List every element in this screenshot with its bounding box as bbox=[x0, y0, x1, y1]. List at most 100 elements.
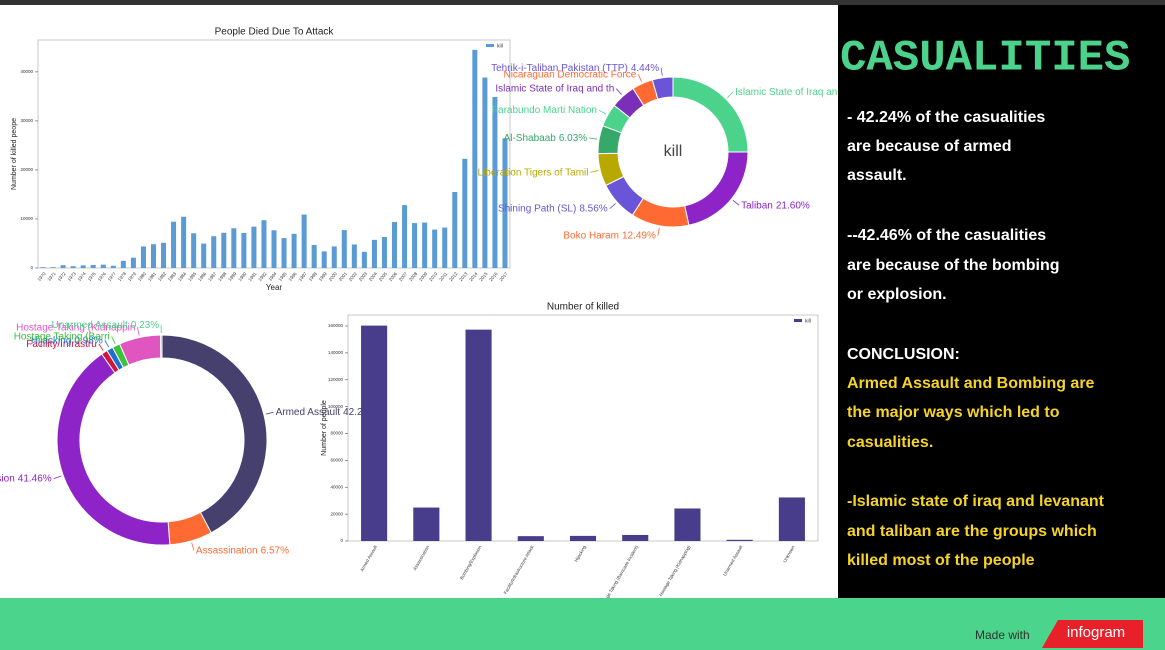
bar bbox=[241, 232, 247, 268]
center-label: kill bbox=[664, 143, 683, 160]
x-tick-label: 2003 bbox=[358, 271, 369, 282]
leader-line bbox=[265, 411, 274, 415]
leader-line bbox=[727, 91, 734, 98]
bar bbox=[140, 246, 146, 268]
segment-name: Armed Assault bbox=[276, 407, 341, 418]
panel-line: are because of armed bbox=[847, 138, 1012, 155]
segment-label: Taliban 21.60% bbox=[741, 200, 810, 211]
segment-label: Hostage Taking (Barri bbox=[14, 331, 110, 342]
bar bbox=[221, 232, 227, 268]
leader-line bbox=[615, 88, 622, 95]
bar bbox=[482, 77, 488, 268]
bar bbox=[778, 497, 805, 541]
x-tick-label: 1997 bbox=[298, 271, 309, 282]
segment-name: Hostage Taking (Kidnappin bbox=[16, 322, 135, 333]
x-tick-label: 1982 bbox=[157, 271, 168, 282]
bar bbox=[50, 267, 56, 268]
panel-line: Armed Assault and Bombing are bbox=[847, 375, 1095, 392]
x-tick-label: 1985 bbox=[187, 271, 198, 282]
leader-line bbox=[657, 227, 660, 236]
segment-label: Liberation Tigers of Tamil bbox=[477, 167, 588, 178]
x-tick-label: 2006 bbox=[388, 271, 399, 282]
segment-name: Facility/Infrastru bbox=[26, 339, 97, 350]
segment-value: 6.57% bbox=[261, 545, 289, 556]
x-tick-label: 2012 bbox=[448, 271, 459, 282]
bar bbox=[120, 260, 126, 268]
legend-label: kill bbox=[497, 43, 503, 49]
panel-line: -Islamic state of iraq and levanant bbox=[847, 493, 1105, 510]
bar bbox=[569, 535, 597, 541]
bar bbox=[231, 228, 237, 268]
bar bbox=[351, 244, 357, 268]
bar bbox=[301, 214, 307, 268]
x-tick-label: 2007 bbox=[398, 271, 409, 282]
x-tick-label: 1970 bbox=[36, 271, 47, 282]
donut-segment bbox=[651, 76, 674, 100]
segment-label: Assassination 6.57% bbox=[196, 545, 289, 556]
leader-line bbox=[589, 137, 598, 140]
bar bbox=[517, 536, 544, 541]
bar bbox=[191, 233, 197, 268]
segment-value: 41.46% bbox=[18, 473, 52, 484]
segment-name: Islamic State of Iraq and the Levant (IS… bbox=[735, 87, 920, 98]
bar bbox=[465, 329, 492, 541]
x-tick-label: 1972 bbox=[57, 271, 68, 282]
legend-label: kill bbox=[805, 318, 811, 324]
bar bbox=[442, 227, 448, 268]
y-tick-label: 20000 bbox=[20, 167, 33, 172]
bar bbox=[502, 138, 508, 268]
bar bbox=[462, 158, 468, 268]
bar bbox=[161, 242, 167, 268]
segment-name: Unarmed Assault bbox=[52, 320, 128, 331]
x-tick-label: 1987 bbox=[207, 271, 218, 282]
y-tick-label: 160000 bbox=[328, 323, 344, 328]
conclusion-label: CONCLUSION: bbox=[847, 346, 960, 363]
x-tick-label: 1990 bbox=[237, 271, 248, 282]
leader-line bbox=[598, 109, 607, 115]
y-tick-label: 0 bbox=[340, 538, 343, 543]
x-tick-label: 1995 bbox=[277, 271, 288, 282]
chart-title: Number of killed bbox=[547, 302, 619, 313]
x-tick-label: 1996 bbox=[287, 271, 298, 282]
x-tick-label: 1984 bbox=[177, 271, 188, 282]
segment-label: Facility/Infrastru bbox=[26, 339, 97, 350]
segment-label: Bombing/Explosion41.46% bbox=[0, 473, 52, 484]
bar bbox=[291, 233, 297, 268]
segment-name: Nicaraguan Democratic Force bbox=[503, 69, 636, 80]
bar bbox=[90, 264, 96, 268]
x-tick-label: 2008 bbox=[408, 271, 419, 282]
segment-label: Nicaraguan Democratic Force bbox=[503, 69, 636, 80]
brand: infogram bbox=[1067, 624, 1125, 641]
panel-line: are because of the bombing bbox=[847, 257, 1059, 274]
segment-value: 42.24% bbox=[343, 407, 377, 418]
x-tick-label: 1983 bbox=[167, 271, 178, 282]
x-tick-label: 1992 bbox=[257, 271, 268, 282]
x-tick-label: 1976 bbox=[97, 271, 108, 282]
bar bbox=[100, 264, 106, 268]
segment-name: Liberation Tigers of Tamil bbox=[477, 167, 588, 178]
panel-title: CASUALITIES bbox=[840, 34, 1130, 84]
x-tick-label: 2000 bbox=[328, 271, 339, 282]
bar bbox=[171, 221, 177, 268]
x-tick-label: 1980 bbox=[137, 271, 148, 282]
y-axis-label: Number of people bbox=[321, 400, 328, 456]
x-tick-label: 2002 bbox=[348, 271, 359, 282]
segment-label: Al-Shabaab 6.03% bbox=[504, 132, 588, 143]
x-tick-label: 2014 bbox=[468, 271, 479, 282]
x-tick-label: 2004 bbox=[368, 271, 379, 282]
bar bbox=[211, 236, 217, 268]
segment-name: Taliban bbox=[741, 200, 773, 211]
bar bbox=[413, 507, 440, 541]
x-tick-label: 1981 bbox=[147, 271, 158, 282]
bar bbox=[726, 539, 753, 541]
panel-line: casualities. bbox=[847, 434, 933, 451]
y-tick-label: 120000 bbox=[328, 377, 344, 382]
bar bbox=[381, 236, 387, 268]
panel-line: --42.46% of the casualities bbox=[847, 227, 1046, 244]
segment-value: 6.03% bbox=[559, 132, 587, 143]
chart-title: People Died Due To Attack bbox=[215, 27, 335, 38]
leader-line bbox=[637, 74, 642, 82]
bar bbox=[60, 265, 66, 268]
bar bbox=[130, 257, 136, 268]
